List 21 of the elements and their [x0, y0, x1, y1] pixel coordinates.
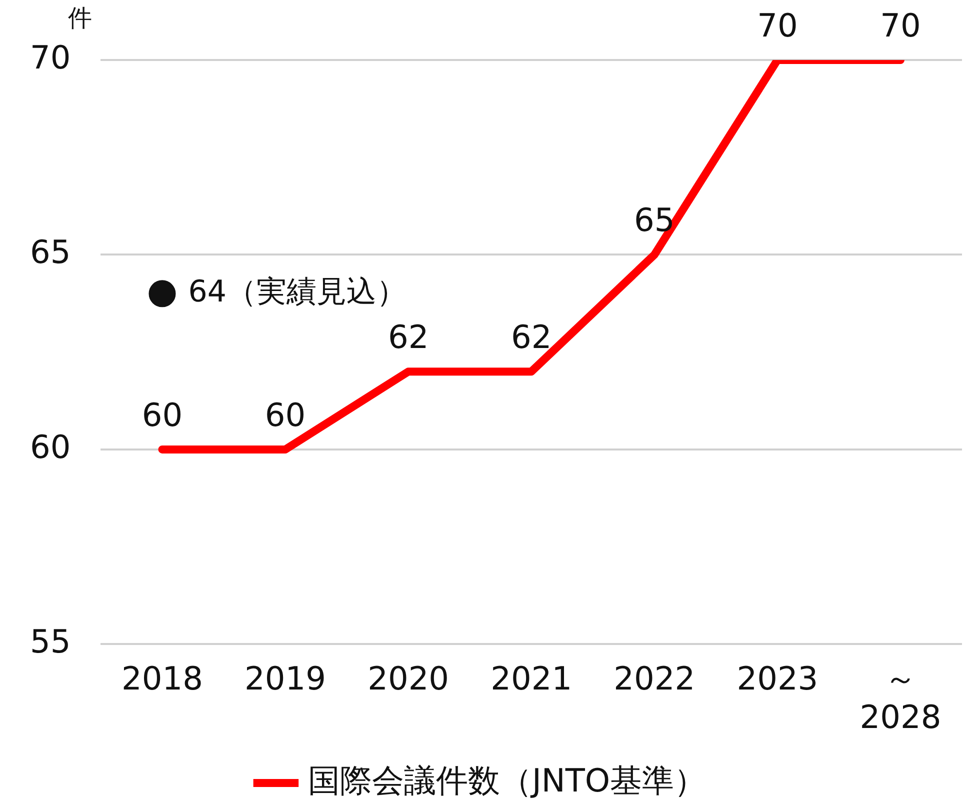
- y-axis-title: 件: [68, 4, 92, 32]
- data-label: 62: [511, 318, 552, 356]
- x-tick-label: 2021: [490, 660, 572, 698]
- x-tick-label: 2022: [614, 660, 696, 698]
- data-label: 64（実績見込）: [188, 274, 406, 310]
- x-tick-label: 2023: [736, 660, 818, 698]
- y-tick-label: 60: [30, 428, 71, 466]
- data-label: 70: [757, 6, 798, 44]
- x-tick-label: 2019: [244, 660, 326, 698]
- data-label: 65: [634, 201, 675, 240]
- data-label: 60: [142, 396, 183, 434]
- x-tick-label: ～ 2028: [860, 660, 942, 736]
- x-tick-label: 2020: [368, 660, 450, 698]
- x-tick-label: 2018: [122, 660, 203, 698]
- y-tick-label: 65: [30, 233, 71, 272]
- data-label: 60: [264, 396, 306, 434]
- data-label: 70: [880, 6, 921, 44]
- y-tick-label: 55: [30, 622, 71, 661]
- data-label: 62: [388, 318, 429, 356]
- legend-label: 国際会議件数（JNTO基準）: [308, 761, 706, 800]
- y-tick-label: 70: [30, 38, 71, 76]
